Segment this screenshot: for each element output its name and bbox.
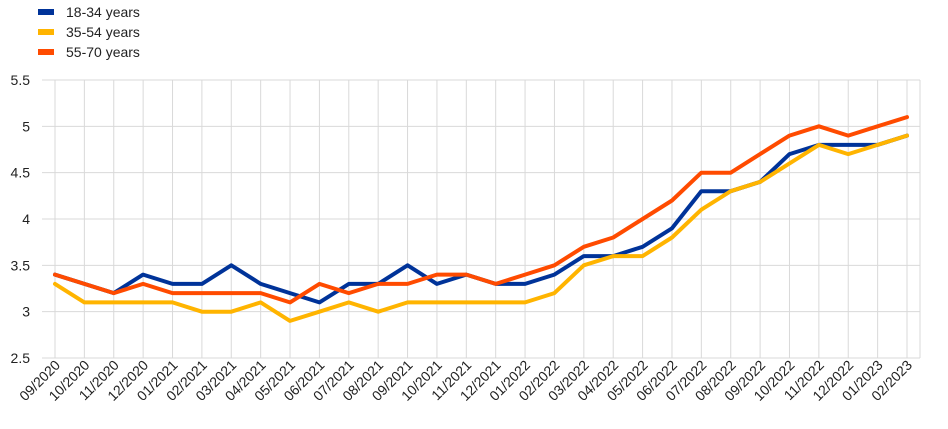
y-tick-label: 5 bbox=[22, 118, 30, 134]
legend: 18-34 years 35-54 years 55-70 years bbox=[38, 2, 140, 62]
series-lines bbox=[53, 115, 909, 323]
y-tick-label: 3.5 bbox=[11, 257, 31, 273]
y-tick-label: 4 bbox=[22, 211, 30, 227]
x-axis-ticks: 09/202010/202011/202012/202001/202102/20… bbox=[16, 357, 915, 404]
y-tick-label: 4.5 bbox=[11, 165, 31, 181]
y-tick-label: 2.5 bbox=[11, 350, 31, 366]
series-line-3 bbox=[53, 115, 909, 305]
legend-swatch bbox=[38, 49, 54, 55]
y-axis-ticks: 2.5 3 3.5 4 4.5 5 5.5 bbox=[11, 72, 31, 366]
legend-swatch bbox=[38, 29, 54, 35]
grid-lines bbox=[42, 79, 921, 359]
series-line-2 bbox=[53, 133, 909, 323]
legend-label: 18-34 years bbox=[66, 4, 140, 20]
legend-swatch bbox=[38, 9, 54, 15]
legend-label: 35-54 years bbox=[66, 24, 140, 40]
y-tick-label: 5.5 bbox=[11, 72, 31, 88]
legend-item-35-54: 35-54 years bbox=[38, 22, 140, 42]
legend-item-55-70: 55-70 years bbox=[38, 42, 140, 62]
legend-item-18-34: 18-34 years bbox=[38, 2, 140, 22]
legend-label: 55-70 years bbox=[66, 44, 140, 60]
y-tick-label: 3 bbox=[22, 304, 30, 320]
